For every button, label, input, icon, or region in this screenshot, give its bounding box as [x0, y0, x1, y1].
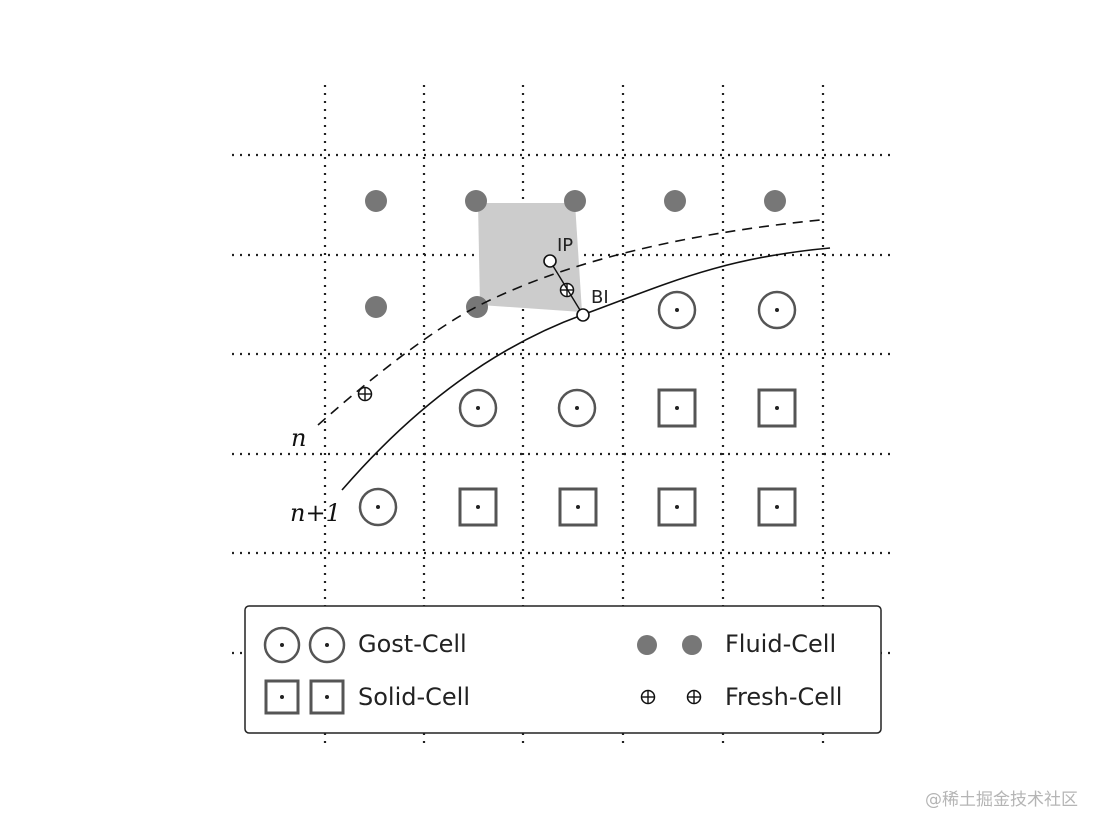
legend-ghost-label: Gost-Cell [358, 630, 467, 658]
ghost-cell [358, 487, 398, 527]
ghost-cell [757, 290, 797, 330]
solid-cell-box [309, 679, 345, 715]
solid-cell-box [558, 487, 598, 527]
ghost-cell [458, 388, 498, 428]
ghost-cell-dot [476, 406, 480, 410]
ghost-cell-dot [675, 308, 679, 312]
solid-cell-dot [775, 505, 779, 509]
ip-label: IP [557, 235, 573, 256]
legend-fluid-label: Fluid-Cell [725, 630, 836, 658]
fluid-cell [637, 635, 657, 655]
ghost-cell [263, 626, 301, 664]
ghost-cell-dot [325, 643, 329, 647]
solid-cell-dot [280, 695, 284, 699]
fresh-cell [686, 689, 702, 705]
fluid-cell [664, 190, 686, 212]
legend-fresh-label: Fresh-Cell [725, 683, 842, 711]
fluid-cell [764, 190, 786, 212]
legend-solid-label: Solid-Cell [358, 683, 470, 711]
fresh-cell [640, 689, 656, 705]
solid-cell-box [458, 487, 498, 527]
ghost-cell-dot [775, 308, 779, 312]
ip-point [543, 254, 557, 268]
fluid-cell [465, 190, 487, 212]
solid-cell [757, 388, 797, 428]
bi-point [576, 308, 590, 322]
solid-cell-dot [675, 505, 679, 509]
fluid-cell [365, 190, 387, 212]
fluid-cell [564, 190, 586, 212]
fluid-cell [365, 296, 387, 318]
ip-bi-line [549, 260, 584, 316]
solid-cell [657, 388, 697, 428]
solid-cell [657, 487, 697, 527]
fresh-cell [357, 386, 373, 402]
ghost-cell-ring [458, 388, 498, 428]
cells [357, 190, 797, 527]
solid-cell-dot [576, 505, 580, 509]
ghost-cell-ring [657, 290, 697, 330]
interpolation-stencil-shade [478, 203, 582, 312]
ghost-cell-ring [263, 626, 301, 664]
solid-cell-dot [775, 406, 779, 410]
solid-cell [558, 487, 598, 527]
ghost-cell [308, 626, 346, 664]
solid-cell [458, 487, 498, 527]
bi-label: BI [591, 287, 609, 308]
ghost-cell-ring [757, 290, 797, 330]
solid-cell-dot [476, 505, 480, 509]
ghost-cell-ring [358, 487, 398, 527]
watermark: @稀土掘金技术社区 [925, 790, 1078, 810]
solid-cell [264, 679, 300, 715]
ghost-cell-dot [280, 643, 284, 647]
ghost-cell-dot [575, 406, 579, 410]
ghost-cell-dot [376, 505, 380, 509]
solid-cell [309, 679, 345, 715]
boundary-n-dashed [317, 219, 821, 426]
n-label: n [291, 424, 306, 452]
fluid-cell [466, 296, 488, 318]
solid-cell-box [264, 679, 300, 715]
solid-cell-box [757, 487, 797, 527]
solid-cell-box [657, 487, 697, 527]
n-plus-1-label: n+1 [290, 499, 341, 527]
solid-cell-dot [675, 406, 679, 410]
ghost-cell [557, 388, 597, 428]
solid-cell [757, 487, 797, 527]
solid-cell-box [757, 388, 797, 428]
ghost-cell [657, 290, 697, 330]
ghost-cell-ring [557, 388, 597, 428]
solid-cell-box [657, 388, 697, 428]
solid-cell-dot [325, 695, 329, 699]
legend: Gost-Cell Solid-Cell Fluid-Cell Fresh-Ce… [244, 605, 882, 734]
fluid-cell [682, 635, 702, 655]
ghost-cell-ring [308, 626, 346, 664]
